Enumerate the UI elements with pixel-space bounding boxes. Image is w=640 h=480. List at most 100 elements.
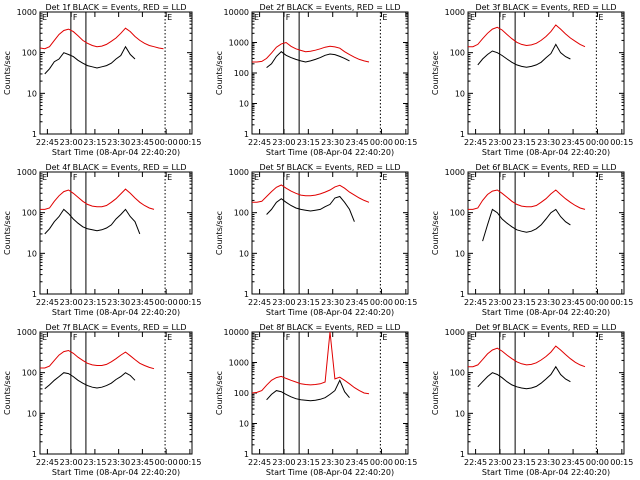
x-tick-label: 23:30 bbox=[321, 138, 344, 147]
marker-label: E bbox=[42, 13, 47, 22]
x-tick-label: 23:15 bbox=[513, 458, 536, 467]
marker-label: E bbox=[382, 173, 387, 182]
plot-frame bbox=[39, 171, 193, 295]
series-lld-line bbox=[251, 331, 370, 395]
marker-label: E bbox=[167, 173, 172, 182]
y-tick-label: 1 bbox=[244, 450, 249, 459]
x-tick-label: 00:15 bbox=[178, 458, 201, 467]
x-tick-label: 23:15 bbox=[513, 138, 536, 147]
x-axis-label: Start Time (08-Apr-04 22:40:20) bbox=[266, 148, 394, 157]
y-axis-label: Counts/sec bbox=[3, 51, 12, 95]
marker-label: E bbox=[254, 173, 259, 182]
marker-label: E bbox=[470, 333, 475, 342]
chart-title: Det 4f BLACK = Events, RED = LLD bbox=[45, 163, 186, 172]
plot-frame bbox=[251, 331, 409, 455]
series-lld-line bbox=[468, 24, 586, 48]
y-tick-label: 1000 bbox=[17, 168, 37, 177]
y-tick-label: 1 bbox=[32, 130, 37, 139]
plot-frame bbox=[467, 171, 625, 295]
y-tick-label: 10000 bbox=[224, 8, 249, 17]
y-tick-label: 1000 bbox=[229, 359, 249, 368]
x-axis-label: Start Time (08-Apr-04 22:40:20) bbox=[482, 468, 610, 477]
chart-title: Det 1f BLACK = Events, RED = LLD bbox=[45, 3, 186, 12]
x-tick-label: 23:45 bbox=[131, 458, 154, 467]
x-tick-label: 00:15 bbox=[610, 138, 633, 147]
y-axis-label: Counts/sec bbox=[431, 211, 440, 255]
x-tick-label: 23:30 bbox=[107, 138, 130, 147]
y-tick-label: 1 bbox=[32, 450, 37, 459]
x-tick-label: 00:15 bbox=[394, 298, 417, 307]
series-lld-line bbox=[468, 189, 586, 210]
marker-label: E bbox=[167, 13, 172, 22]
y-tick-label: 10000 bbox=[224, 328, 249, 337]
x-tick-label: 23:15 bbox=[83, 298, 106, 307]
y-tick-label: 10 bbox=[239, 249, 249, 258]
y-tick-label: 1 bbox=[244, 290, 249, 299]
x-tick-label: 23:15 bbox=[83, 138, 106, 147]
x-tick-label: 23:30 bbox=[107, 458, 130, 467]
y-tick-label: 10 bbox=[455, 409, 465, 418]
marker-label: E bbox=[382, 333, 387, 342]
plot-frame bbox=[251, 11, 409, 135]
x-tick-label: 00:15 bbox=[610, 298, 633, 307]
marker-label: E bbox=[470, 13, 475, 22]
y-tick-label: 1000 bbox=[229, 39, 249, 48]
x-tick-label: 23:45 bbox=[131, 298, 154, 307]
chart-title: Det 2f BLACK = Events, RED = LLD bbox=[259, 3, 400, 12]
marker-label: F bbox=[286, 333, 291, 342]
x-tick-label: 23:00 bbox=[60, 298, 83, 307]
series-events-line bbox=[44, 45, 136, 75]
y-tick-label: 1 bbox=[32, 290, 37, 299]
marker-label: E bbox=[42, 333, 47, 342]
x-axis-label: Start Time (08-Apr-04 22:40:20) bbox=[266, 468, 394, 477]
x-tick-label: 00:00 bbox=[370, 298, 393, 307]
chart-title: Det 7f BLACK = Events, RED = LLD bbox=[45, 323, 186, 332]
x-tick-label: 23:00 bbox=[272, 138, 295, 147]
y-axis-label: Counts/sec bbox=[431, 51, 440, 95]
y-tick-label: 100 bbox=[450, 369, 465, 378]
x-tick-label: 23:30 bbox=[321, 298, 344, 307]
x-tick-label: 00:00 bbox=[370, 458, 393, 467]
series-lld-line bbox=[39, 27, 164, 50]
series-lld-line bbox=[252, 184, 370, 203]
marker-label: F bbox=[502, 13, 507, 22]
x-tick-label: 23:30 bbox=[321, 458, 344, 467]
y-tick-label: 100 bbox=[22, 49, 37, 58]
marker-label: E bbox=[254, 333, 259, 342]
marker-label: F bbox=[502, 333, 507, 342]
marker-label: E bbox=[598, 333, 603, 342]
y-axis-label: Counts/sec bbox=[3, 211, 12, 255]
x-tick-label: 23:15 bbox=[513, 298, 536, 307]
y-tick-label: 10 bbox=[455, 89, 465, 98]
x-tick-label: 23:45 bbox=[131, 138, 154, 147]
y-axis-label: Counts/sec bbox=[431, 371, 440, 415]
y-tick-label: 10 bbox=[27, 89, 37, 98]
x-tick-label: 23:45 bbox=[562, 138, 585, 147]
series-lld-line bbox=[40, 349, 155, 370]
y-tick-label: 1000 bbox=[17, 328, 37, 337]
series-events-line bbox=[266, 195, 355, 222]
y-tick-label: 1000 bbox=[17, 8, 37, 17]
x-axis-label: Start Time (08-Apr-04 22:40:20) bbox=[52, 468, 180, 477]
x-tick-label: 23:45 bbox=[562, 458, 585, 467]
y-tick-label: 1 bbox=[460, 450, 465, 459]
marker-label: F bbox=[502, 173, 507, 182]
chart-title: Det 3f BLACK = Events, RED = LLD bbox=[475, 3, 616, 12]
x-tick-label: 22:45 bbox=[464, 458, 487, 467]
y-tick-label: 100 bbox=[450, 209, 465, 218]
marker-label: E bbox=[167, 333, 172, 342]
x-axis-label: Start Time (08-Apr-04 22:40:20) bbox=[482, 148, 610, 157]
x-tick-label: 22:45 bbox=[464, 298, 487, 307]
x-tick-label: 00:00 bbox=[155, 138, 178, 147]
y-tick-label: 100 bbox=[234, 389, 249, 398]
y-tick-label: 1000 bbox=[229, 168, 249, 177]
x-tick-label: 00:15 bbox=[394, 458, 417, 467]
marker-label: F bbox=[286, 173, 291, 182]
y-tick-label: 10 bbox=[455, 249, 465, 258]
x-tick-label: 00:15 bbox=[178, 298, 201, 307]
x-tick-label: 23:00 bbox=[60, 458, 83, 467]
x-tick-label: 00:00 bbox=[586, 298, 609, 307]
series-events-line bbox=[266, 51, 350, 68]
x-tick-label: 23:00 bbox=[272, 298, 295, 307]
